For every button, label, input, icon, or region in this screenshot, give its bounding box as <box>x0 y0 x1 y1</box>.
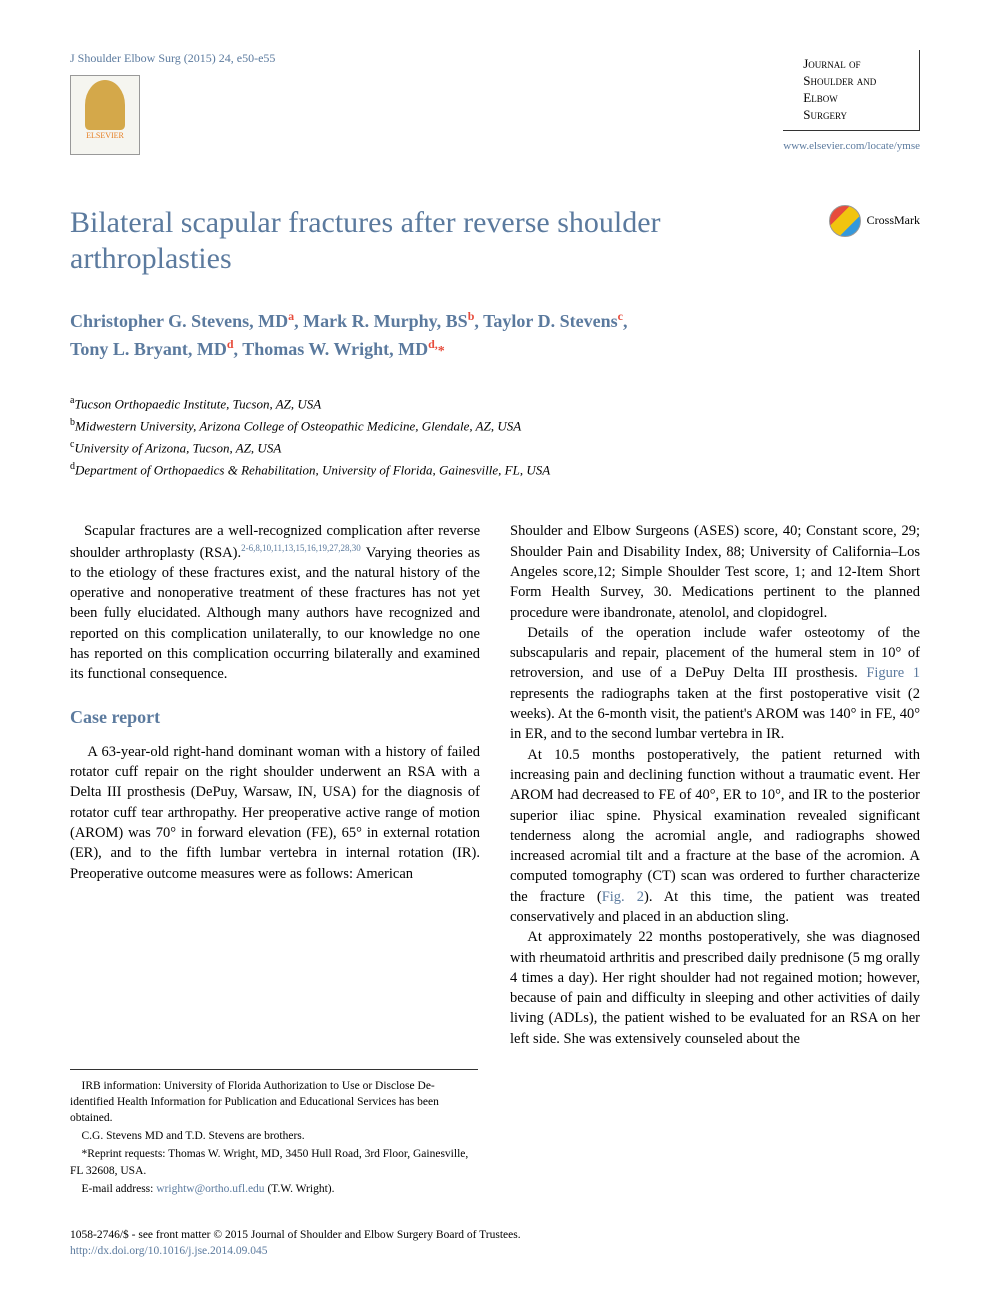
author-3: Taylor D. Stevensc <box>483 311 623 331</box>
author-2: Mark R. Murphy, BSb <box>303 311 474 331</box>
affiliations-block: aTucson Orthopaedic Institute, Tucson, A… <box>70 393 920 482</box>
title-row: Bilateral scapular fractures after rever… <box>70 205 920 277</box>
citation-text: J Shoulder Elbow Surg (2015) 24, e50-e55 <box>70 50 275 67</box>
doi-link[interactable]: http://dx.doi.org/10.1016/j.jse.2014.09.… <box>70 1245 268 1257</box>
figure-1-ref[interactable]: Figure 1 <box>866 665 920 681</box>
header-right: Journal of Shoulder and Elbow Surgery ww… <box>783 50 920 155</box>
left-column: Scapular fractures are a well-recognized… <box>70 521 480 1049</box>
affiliation-b: bMidwestern University, Arizona College … <box>70 415 920 437</box>
copyright-block: 1058-2746/$ - see front matter © 2015 Jo… <box>70 1227 521 1259</box>
right-para-2: Details of the operation include wafer o… <box>510 623 920 745</box>
right-column: Shoulder and Elbow Surgeons (ASES) score… <box>510 521 920 1049</box>
case-report-heading: Case report <box>70 705 480 730</box>
copyright-row: 1058-2746/$ - see front matter © 2015 Jo… <box>70 1221 920 1259</box>
irb-footnote: IRB information: University of Florida A… <box>70 1078 478 1126</box>
crossmark-badge[interactable]: CrossMark <box>829 205 920 237</box>
author-5: Thomas W. Wright, MDd,* <box>242 339 445 359</box>
email-footnote: E-mail address: wrightw@ortho.ufl.edu (T… <box>70 1181 478 1197</box>
figure-2-ref[interactable]: Fig. 2 <box>602 889 644 905</box>
reprint-footnote: *Reprint requests: Thomas W. Wright, MD,… <box>70 1146 478 1178</box>
journal-line-2: Shoulder and <box>803 73 911 90</box>
copyright-line: 1058-2746/$ - see front matter © 2015 Jo… <box>70 1227 521 1243</box>
case-report-para-1: A 63-year-old right-hand dominant woman … <box>70 742 480 884</box>
author-4: Tony L. Bryant, MDd <box>70 339 234 359</box>
crossmark-label: CrossMark <box>867 212 920 229</box>
journal-line-1: Journal of <box>803 56 911 73</box>
footnote-rule <box>70 1069 478 1070</box>
body-columns: Scapular fractures are a well-recognized… <box>70 521 920 1049</box>
corresponding-email-link[interactable]: wrightw@ortho.ufl.edu <box>156 1183 264 1195</box>
brothers-footnote: C.G. Stevens MD and T.D. Stevens are bro… <box>70 1128 478 1144</box>
elsevier-logo: ELSEVIER <box>70 75 140 155</box>
right-para-1: Shoulder and Elbow Surgeons (ASES) score… <box>510 521 920 622</box>
affiliation-d: dDepartment of Orthopaedics & Rehabilita… <box>70 459 920 481</box>
footnotes-block: IRB information: University of Florida A… <box>70 1078 478 1197</box>
header-left: J Shoulder Elbow Surg (2015) 24, e50-e55… <box>70 50 275 155</box>
page-header: J Shoulder Elbow Surg (2015) 24, e50-e55… <box>70 50 920 155</box>
authors-list: Christopher G. Stevens, MDa, Mark R. Mur… <box>70 307 920 363</box>
journal-line-4: Surgery <box>803 107 911 124</box>
author-1: Christopher G. Stevens, MDa <box>70 311 294 331</box>
affiliation-c: cUniversity of Arizona, Tucson, AZ, USA <box>70 437 920 459</box>
journal-line-3: Elbow <box>803 90 911 107</box>
right-para-3: At 10.5 months postoperatively, the pati… <box>510 745 920 928</box>
journal-name-box: Journal of Shoulder and Elbow Surgery <box>783 50 920 131</box>
affiliation-a: aTucson Orthopaedic Institute, Tucson, A… <box>70 393 920 415</box>
article-title: Bilateral scapular fractures after rever… <box>70 205 829 277</box>
right-para-4: At approximately 22 months postoperative… <box>510 927 920 1049</box>
journal-url-link[interactable]: www.elsevier.com/locate/ymse <box>783 140 920 152</box>
elsevier-tree-icon <box>85 80 125 130</box>
publisher-name: ELSEVIER <box>86 130 124 141</box>
crossmark-icon <box>829 205 861 237</box>
citation-refs[interactable]: 2-6,8,10,11,13,15,16,19,27,28,30 <box>241 543 361 553</box>
intro-paragraph: Scapular fractures are a well-recognized… <box>70 521 480 684</box>
